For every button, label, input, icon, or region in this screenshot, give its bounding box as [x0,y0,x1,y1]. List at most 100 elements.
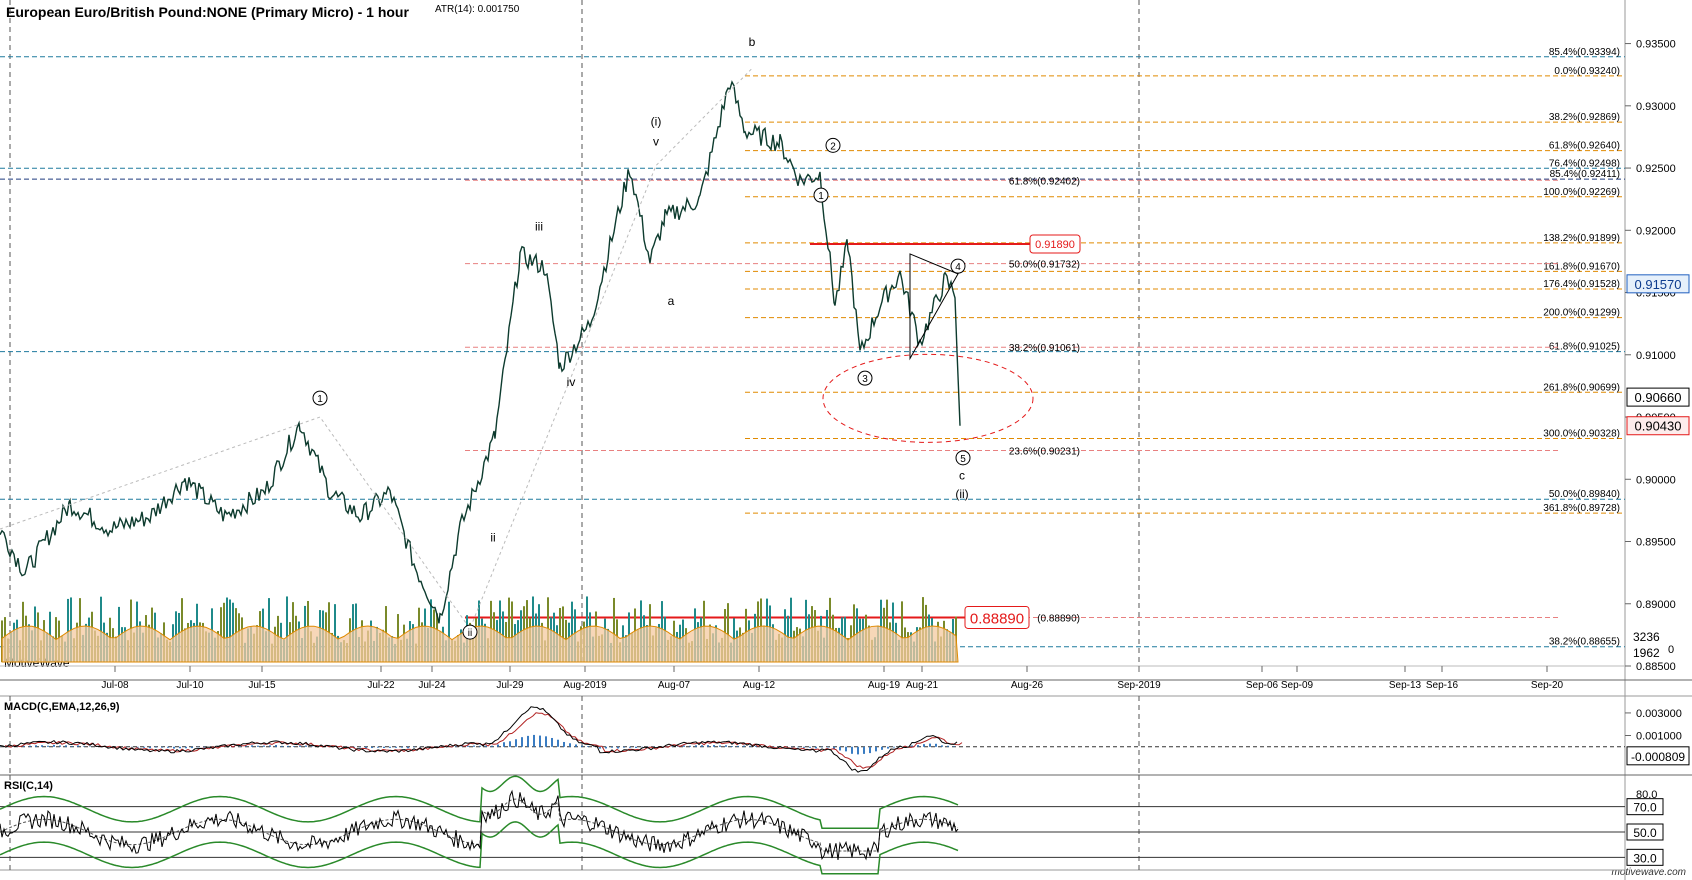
price-line [0,80,961,624]
fib-level-label: 200.0%(0.91299) [1543,308,1620,319]
rsi-tag-box [1626,848,1664,866]
rsi-line [0,789,959,861]
price-tag-box [1626,416,1690,436]
y-tick-label-small: 0 [1668,644,1674,656]
fib-level-label: 50.0%(0.89840) [1549,489,1620,500]
wave-label: ii [468,628,472,639]
y-tick-label: 0.93500 [1636,39,1676,51]
wave-circle [955,450,971,466]
fib-level-label: 361.8%(0.89728) [1543,503,1620,514]
x-tick-label: Aug-26 [1011,680,1044,691]
y-tick-label: 0.89500 [1636,537,1676,549]
rsi-lower-band [0,821,959,875]
rsi-tag-text: 70.0 [1633,801,1657,815]
fib-level-label: 100.0%(0.92269) [1543,187,1620,198]
x-tick-label: Aug-07 [658,680,691,691]
x-tick-label: Aug-2019 [563,680,607,691]
retrace-level-label: 50.0%(0.91732) [1009,260,1080,271]
price-tag-text: 0.90660 [1635,390,1682,405]
target-ellipse [822,353,1034,443]
x-tick-label: Jul-22 [367,680,395,691]
rsi-upper-band [0,775,959,829]
fib-level-label: 85.4%(0.92411) [1550,169,1620,180]
volume-average-area [1,625,959,663]
x-tick-label: Jul-29 [496,680,524,691]
wave-label: 3 [862,374,868,385]
red-level-text: 0.91890 [1035,239,1075,251]
x-tick-label: Sep-09 [1281,680,1314,691]
red-level-box [1029,234,1081,254]
y-tick-label: 0.92000 [1636,225,1676,237]
rsi-tag-text: 30.0 [1633,851,1657,865]
chart-title: European Euro/British Pound:NONE (Primar… [6,4,409,20]
wave-label: b [749,35,756,49]
x-tick-label: Aug-19 [868,680,901,691]
fib-level-label: 0.0%(0.93240) [1554,66,1620,77]
macd-tag-box [1626,746,1690,766]
wave-connector [0,68,753,630]
wave-circle [813,187,829,203]
wave-label: ii [490,531,495,545]
triangle-pattern [909,253,959,361]
wave-label: c [959,468,965,482]
red-level-box [964,605,1030,629]
x-tick-label: Sep-13 [1389,680,1422,691]
price-tag-box [1626,387,1690,407]
wave-label: iii [535,219,543,233]
price-tag-text: 0.90430 [1635,419,1682,434]
fib-level-label: 261.8%(0.90699) [1543,382,1620,393]
retrace-level-label: 38.2%(0.91061) [1009,343,1080,354]
wave-label: (ii) [955,487,968,501]
y-tick-label: 0.93000 [1636,101,1676,113]
red-level-text: 0.88890 [970,610,1024,627]
y-tick-label: 0.89000 [1636,599,1676,611]
wave-label: 5 [960,454,966,465]
x-tick-label: Jul-08 [101,680,129,691]
fib-level-label: 85.4%(0.93394) [1549,47,1620,58]
atr-label: ATR(14): 0.001750 [435,4,520,15]
x-tick-label: Aug-21 [906,680,939,691]
x-tick-label: Sep-16 [1426,680,1459,691]
fib-level-label: 76.4%(0.92498) [1549,158,1620,169]
retrace-level-label: (0.88890) [1037,613,1080,624]
wave-circle [825,137,841,153]
x-tick-label: Jul-10 [176,680,204,691]
y-tick-label: 0.92500 [1636,163,1676,175]
y-tick-label: 0.90000 [1636,474,1676,486]
x-tick-label: Sep-06 [1246,680,1279,691]
rsi-tag-box [1626,823,1664,841]
y-tick-label: 0.88500 [1636,661,1676,673]
fib-level-label: 176.4%(0.91528) [1543,279,1620,290]
wave-label: 1 [317,394,323,405]
macd-signal-line [4,712,963,769]
retrace-level-label: 23.6%(0.90231) [1009,447,1080,458]
volume-tag: 1962 [1633,646,1660,660]
rsi-title: RSI(C,14) [4,780,53,792]
wave-circle [312,390,328,406]
wave-label: iv [567,375,576,389]
fib-level-label: 38.2%(0.92869) [1549,112,1620,123]
macd-tick-label: 0.001000 [1636,731,1682,743]
fib-level-label: 61.8%(0.92640) [1549,141,1620,152]
wave-circle [950,258,966,274]
price-tag-text: 0.91570 [1635,277,1682,292]
x-tick-label: Jul-24 [418,680,446,691]
wave-label: 1 [818,191,824,202]
macd-tick-label: 0.003000 [1636,708,1682,720]
x-tick-label: Jul-15 [248,680,276,691]
x-tick-label: Aug-12 [743,680,776,691]
wave-label: 4 [955,262,961,273]
y-tick-label: 0.91000 [1636,350,1676,362]
wave-label: 2 [830,141,836,152]
footer-brand: motivewave.com [1611,867,1686,878]
fib-level-label: 161.8%(0.91670) [1543,261,1620,272]
wave-circle [462,624,478,640]
wave-label: a [668,294,675,308]
rsi-tag-text: 50.0 [1633,826,1657,840]
x-tick-label: Sep-20 [1531,680,1564,691]
wave-label: v [653,135,659,149]
fib-level-label: 38.2%(0.88655) [1549,637,1620,648]
rsi-average-line [0,798,959,852]
